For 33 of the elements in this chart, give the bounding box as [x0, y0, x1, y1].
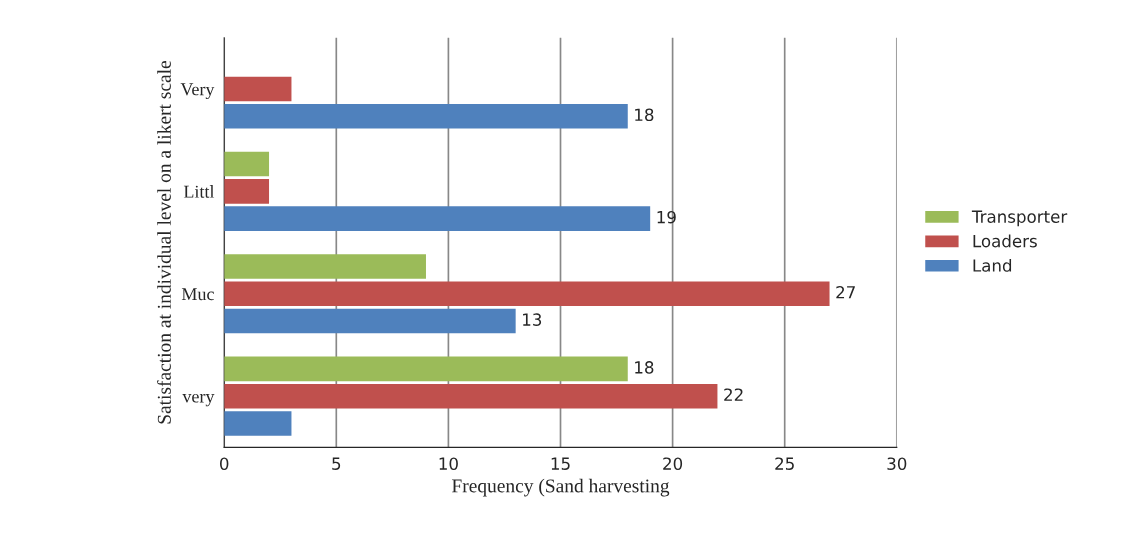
x-tick-label: 10 [439, 457, 458, 470]
x-axis-title: Frequency (Sand harvesting [451, 478, 670, 497]
bar [224, 356, 628, 382]
bar [224, 281, 830, 307]
legend-label: Land [973, 258, 1012, 272]
y-axis-title: Satisfaction at individual level on a likert scale [157, 60, 171, 424]
legend-label: Transporter [971, 210, 1068, 227]
bar [224, 76, 292, 102]
data-label: 18 [635, 108, 654, 122]
x-tick-label: 0 [220, 457, 229, 470]
x-tick-label: 15 [551, 457, 570, 470]
x-tick-label: 5 [332, 457, 341, 470]
bar [224, 206, 651, 231]
y-tick-label: Muc [181, 288, 214, 301]
y-tick-label: Littl [183, 185, 215, 198]
bar [224, 254, 426, 279]
data-label: 18 [635, 361, 654, 374]
y-tick-label: very [182, 393, 215, 407]
data-label: 27 [836, 285, 855, 299]
data-label: 19 [657, 210, 676, 224]
x-tick-label: 25 [775, 457, 794, 470]
y-tick-label: Very [180, 83, 215, 100]
bar [224, 151, 270, 177]
bar [224, 179, 270, 204]
legend-label: Loaders [973, 234, 1037, 248]
bar [224, 103, 628, 129]
data-label: 22 [724, 388, 743, 401]
x-tick-label: 20 [663, 457, 683, 470]
x-tick-label: 30 [887, 457, 907, 470]
bar [224, 411, 292, 436]
data-label: 13 [523, 313, 542, 326]
bar [224, 383, 718, 409]
bar [224, 308, 516, 334]
